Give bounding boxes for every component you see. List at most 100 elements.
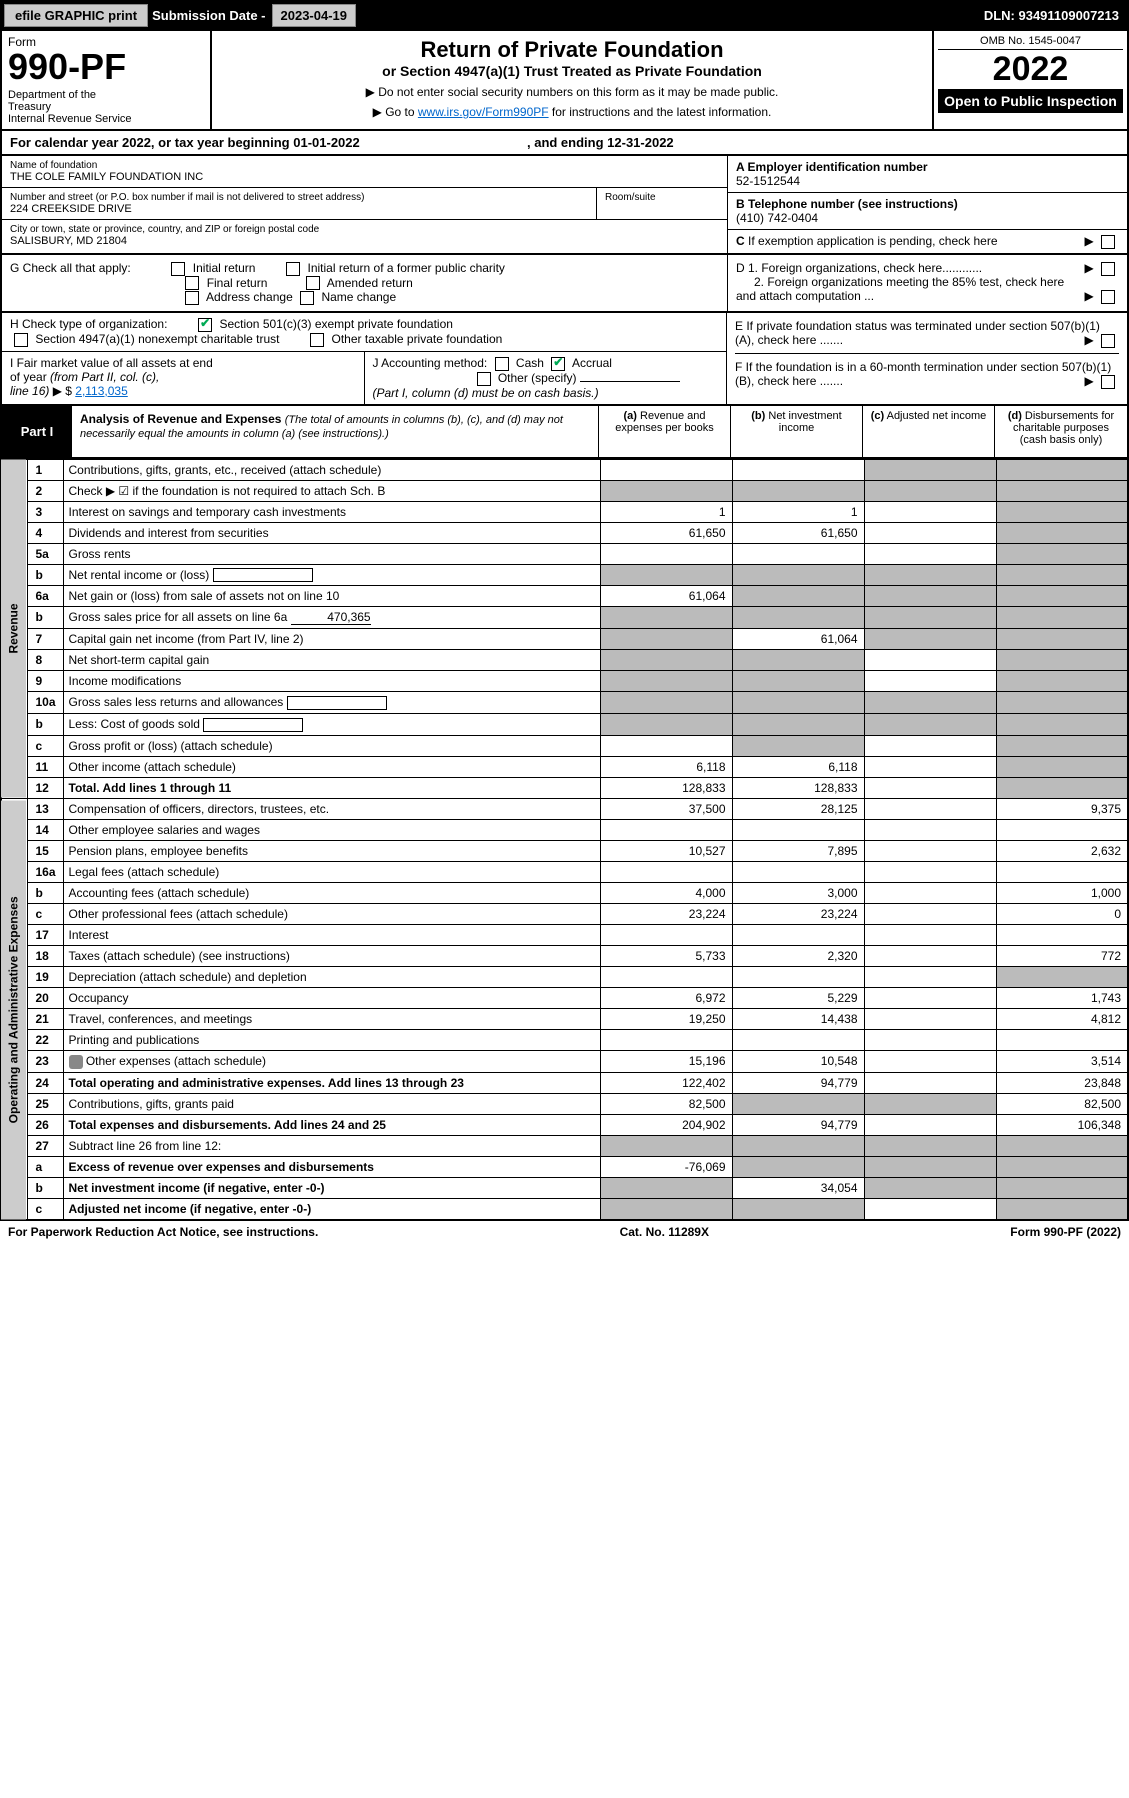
checkbox-e[interactable] [1101, 334, 1115, 348]
checkbox-other-taxable[interactable] [310, 333, 324, 347]
form-header: Form 990-PF Department of theTreasuryInt… [0, 31, 1129, 131]
table-row: 5aGross rents [1, 543, 1128, 564]
amount-cell: 19,250 [600, 1009, 732, 1030]
amount-cell [864, 757, 996, 778]
table-row: 18Taxes (attach schedule) (see instructi… [1, 946, 1128, 967]
checkbox-final-return[interactable] [185, 276, 199, 290]
checkbox-name-change[interactable] [300, 291, 314, 305]
line-description: Occupancy [63, 988, 600, 1009]
phone-cell: B Telephone number (see instructions) (4… [728, 193, 1127, 230]
checkbox-cash[interactable] [495, 357, 509, 371]
amount-cell [732, 480, 864, 501]
amount-cell [600, 543, 732, 564]
amount-cell [996, 1198, 1128, 1220]
ein-cell: A Employer identification number 52-1512… [728, 156, 1127, 193]
amount-cell [732, 1093, 864, 1114]
line-description: Subtract line 26 from line 12: [63, 1135, 600, 1156]
line-description: Other income (attach schedule) [63, 757, 600, 778]
line-description: Less: Cost of goods sold [63, 714, 600, 736]
checkbox-c[interactable] [1101, 235, 1115, 249]
dln-label: DLN: 93491109007213 [984, 8, 1125, 23]
line-number: c [27, 904, 63, 925]
checkbox-amended-return[interactable] [306, 276, 320, 290]
amount-cell [732, 459, 864, 480]
amount-cell [864, 692, 996, 714]
amount-cell [600, 607, 732, 629]
line-number: 13 [27, 799, 63, 820]
amount-cell [864, 946, 996, 967]
amount-cell [864, 1177, 996, 1198]
form-note-1: ▶ Do not enter social security numbers o… [222, 85, 922, 99]
amount-cell: 94,779 [732, 1114, 864, 1135]
identification-block: Name of foundation THE COLE FAMILY FOUND… [0, 156, 1129, 255]
line-description: Adjusted net income (if negative, enter … [63, 1198, 600, 1220]
amount-cell [732, 714, 864, 736]
amount-cell [996, 1177, 1128, 1198]
checkbox-4947[interactable] [14, 333, 28, 347]
amount-cell [864, 522, 996, 543]
amount-cell: 61,650 [732, 522, 864, 543]
line-number: 6a [27, 586, 63, 607]
line-number: b [27, 607, 63, 629]
col-a-header: (a) Revenue and expenses per books [599, 406, 731, 457]
amount-cell [864, 1093, 996, 1114]
amount-cell [996, 564, 1128, 586]
amount-cell [996, 501, 1128, 522]
line-number: 14 [27, 820, 63, 841]
line-number: b [27, 714, 63, 736]
amount-cell: 5,229 [732, 988, 864, 1009]
table-row: 6aNet gain or (loss) from sale of assets… [1, 586, 1128, 607]
amount-cell: 4,812 [996, 1009, 1128, 1030]
amount-cell: 2,632 [996, 841, 1128, 862]
line-description: Interest [63, 925, 600, 946]
checkbox-d1[interactable] [1101, 262, 1115, 276]
amount-cell [864, 967, 996, 988]
amount-cell: 14,438 [732, 1009, 864, 1030]
line-description: Total expenses and disbursements. Add li… [63, 1114, 600, 1135]
amount-cell: 61,064 [732, 629, 864, 650]
amount-cell [996, 736, 1128, 757]
form-header-left: Form 990-PF Department of theTreasuryInt… [2, 31, 212, 129]
amount-cell [864, 1198, 996, 1220]
amount-cell [864, 1009, 996, 1030]
amount-cell [996, 820, 1128, 841]
amount-cell [864, 1156, 996, 1177]
form-note-2: ▶ Go to www.irs.gov/Form990PF for instru… [222, 105, 922, 119]
line-number: 10a [27, 692, 63, 714]
line-description: Compensation of officers, directors, tru… [63, 799, 600, 820]
part-1-header: Part I Analysis of Revenue and Expenses … [0, 406, 1129, 459]
amount-cell: 3,000 [732, 883, 864, 904]
checkbox-accrual[interactable] [551, 357, 565, 371]
line-description: Other employee salaries and wages [63, 820, 600, 841]
amount-cell [864, 820, 996, 841]
amount-cell: 6,118 [600, 757, 732, 778]
table-row: 20Occupancy6,9725,2291,743 [1, 988, 1128, 1009]
checkbox-501c3[interactable] [198, 318, 212, 332]
line-number: 8 [27, 650, 63, 671]
amount-cell [732, 564, 864, 586]
top-bar: efile GRAPHIC print Submission Date - 20… [0, 0, 1129, 31]
line-description: Gross sales less returns and allowances [63, 692, 600, 714]
checkbox-f[interactable] [1101, 375, 1115, 389]
efile-print-button[interactable]: efile GRAPHIC print [4, 4, 148, 27]
amount-cell [600, 650, 732, 671]
checkbox-initial-former[interactable] [286, 262, 300, 276]
table-row: cGross profit or (loss) (attach schedule… [1, 736, 1128, 757]
checkbox-address-change[interactable] [185, 291, 199, 305]
line-number: 25 [27, 1093, 63, 1114]
attachment-icon[interactable] [69, 1055, 83, 1069]
line-number: 16a [27, 862, 63, 883]
irs-link[interactable]: www.irs.gov/Form990PF [418, 105, 549, 119]
checkbox-initial-return[interactable] [171, 262, 185, 276]
line-number: 15 [27, 841, 63, 862]
amount-cell [600, 1198, 732, 1220]
amount-cell [864, 1135, 996, 1156]
amount-cell: 34,054 [732, 1177, 864, 1198]
line-description: Legal fees (attach schedule) [63, 862, 600, 883]
form-number: 990-PF [8, 49, 204, 85]
amount-cell [864, 714, 996, 736]
amount-cell [732, 671, 864, 692]
line-description: Interest on savings and temporary cash i… [63, 501, 600, 522]
checkbox-other-method[interactable] [477, 372, 491, 386]
checkbox-d2[interactable] [1101, 290, 1115, 304]
